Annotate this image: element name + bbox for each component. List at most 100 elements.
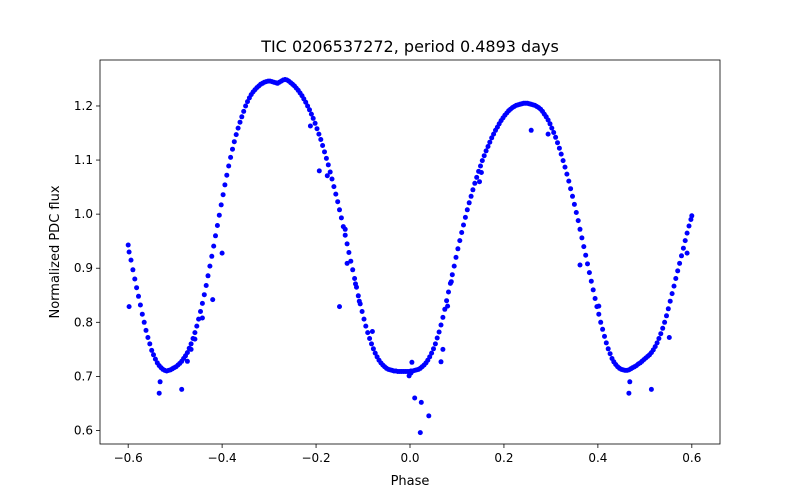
data-point	[586, 270, 592, 276]
data-point	[571, 201, 577, 207]
data-point	[237, 119, 243, 125]
data-point	[570, 193, 575, 199]
data-point	[684, 250, 690, 256]
data-point	[194, 323, 200, 329]
data-point	[446, 289, 451, 295]
data-point	[408, 370, 414, 376]
data-point	[489, 135, 495, 141]
data-point	[157, 379, 163, 385]
data-point	[596, 303, 602, 309]
y-tick-label: 1.2	[74, 99, 93, 113]
data-point	[125, 242, 131, 248]
data-point	[665, 306, 671, 312]
data-point	[220, 192, 226, 198]
data-point	[316, 168, 322, 174]
data-point	[474, 174, 480, 180]
data-point	[600, 326, 606, 332]
data-point	[130, 267, 136, 273]
data-point	[564, 171, 570, 177]
data-point	[669, 291, 675, 297]
data-point	[128, 257, 134, 263]
data-point	[137, 302, 143, 308]
data-point	[245, 99, 250, 105]
data-point	[667, 298, 673, 304]
data-point	[303, 99, 309, 105]
data-point	[231, 139, 237, 145]
data-point	[333, 191, 339, 197]
data-point	[478, 163, 483, 169]
data-point	[577, 226, 583, 232]
y-tick-label: 0.9	[74, 261, 93, 275]
data-point	[216, 212, 222, 218]
data-point	[481, 153, 487, 159]
data-point	[192, 330, 198, 336]
data-point	[226, 163, 232, 169]
data-point	[677, 260, 683, 266]
data-point	[188, 341, 194, 347]
data-point	[445, 303, 451, 309]
data-point	[179, 386, 185, 392]
x-tick-label: −0.6	[114, 451, 143, 465]
data-point	[370, 346, 376, 352]
data-point	[126, 249, 132, 255]
data-point	[680, 245, 686, 251]
data-point	[322, 149, 327, 155]
y-axis-ticks: 0.6 0.7 0.8 0.9 1.0 1.1 1.2	[74, 99, 100, 437]
data-point	[455, 246, 461, 252]
data-point	[218, 202, 224, 208]
data-point	[233, 132, 239, 138]
data-point	[562, 164, 568, 170]
data-point	[560, 158, 566, 164]
data-point	[359, 309, 365, 314]
data-point	[426, 413, 432, 419]
x-tick-label: 0.2	[494, 451, 513, 465]
data-point	[192, 336, 198, 342]
data-point	[209, 253, 215, 259]
data-point	[337, 304, 342, 310]
data-point	[590, 287, 596, 293]
data-point	[325, 162, 331, 168]
data-point	[353, 281, 358, 287]
data-point	[491, 131, 497, 137]
data-point	[477, 179, 482, 185]
data-point	[141, 319, 147, 325]
data-point	[337, 207, 342, 213]
data-point	[598, 319, 604, 325]
data-point	[666, 335, 672, 340]
data-point	[344, 241, 350, 247]
data-point	[545, 117, 551, 123]
data-point	[143, 327, 149, 333]
data-point	[545, 131, 551, 137]
data-point	[356, 298, 362, 304]
data-point	[431, 346, 436, 352]
data-point	[239, 114, 245, 120]
data-point	[440, 346, 446, 352]
data-point	[324, 173, 330, 179]
data-point	[684, 230, 690, 236]
data-point	[199, 300, 205, 306]
data-point	[210, 297, 216, 303]
y-tick-label: 1.0	[74, 207, 93, 221]
data-point	[145, 335, 151, 340]
data-point	[409, 359, 415, 365]
x-tick-label: −0.4	[208, 451, 237, 465]
data-point	[342, 226, 348, 232]
data-point	[214, 223, 220, 228]
data-point	[573, 210, 579, 215]
data-points	[125, 77, 695, 436]
data-point	[627, 379, 633, 385]
data-point	[432, 341, 438, 347]
data-point	[320, 143, 326, 148]
data-point	[427, 354, 433, 360]
data-point	[575, 218, 581, 224]
x-tick-label: −0.2	[301, 451, 330, 465]
data-point	[350, 267, 356, 273]
data-point	[228, 154, 234, 160]
data-point	[312, 120, 318, 126]
chart-title: TIC 0206537272, period 0.4893 days	[260, 37, 559, 56]
data-point	[470, 187, 476, 193]
data-point	[372, 350, 378, 356]
data-point	[487, 139, 493, 145]
data-point	[314, 126, 320, 132]
data-point	[605, 346, 611, 352]
